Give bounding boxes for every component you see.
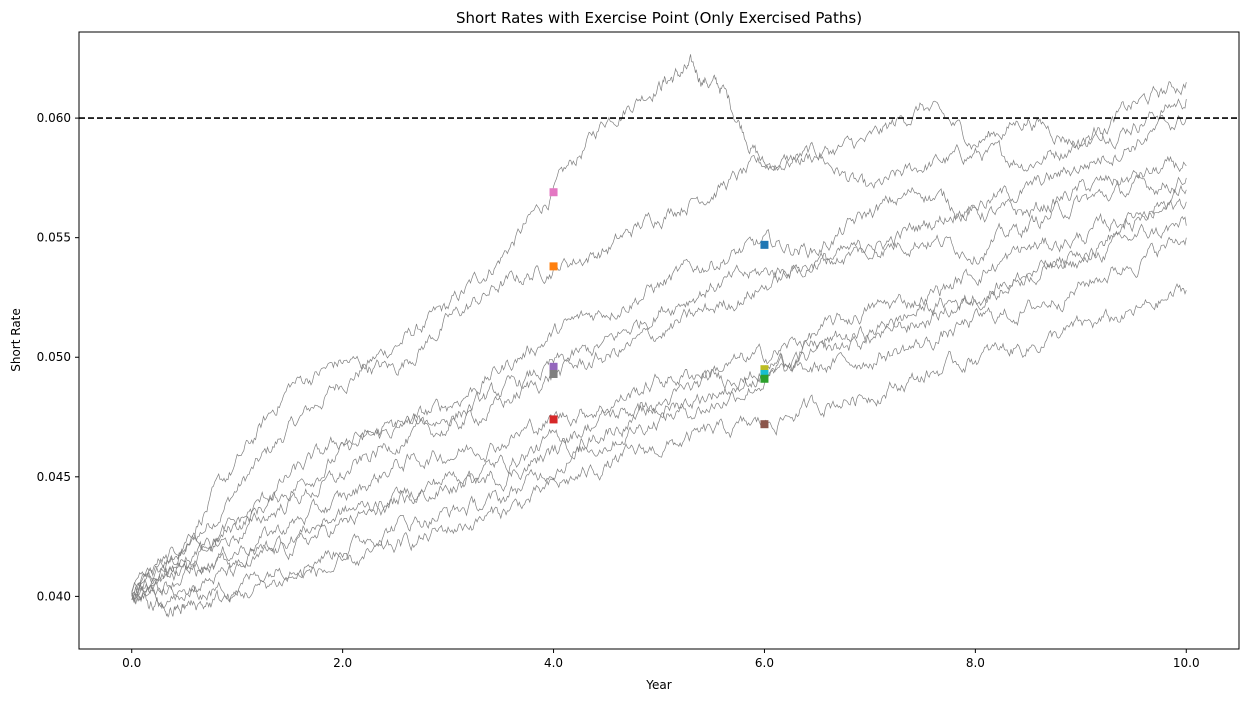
rate-path-5	[131, 174, 1187, 597]
x-axis: 0.0 2.0 4.0 6.0 8.0 10.0	[122, 649, 1200, 670]
exercise-marker-10	[760, 420, 769, 429]
y-tick-label: 0.055	[37, 231, 71, 245]
x-tick-label: 6.0	[755, 656, 774, 670]
rate-path-8	[131, 216, 1187, 603]
x-axis-title: Year	[645, 678, 671, 692]
x-tick-label: 2.0	[333, 656, 352, 670]
paths-layer	[131, 54, 1187, 618]
rate-path-10	[131, 283, 1187, 618]
exercise-marker-6	[549, 415, 558, 424]
y-tick-label: 0.050	[37, 350, 71, 364]
exercise-marker-1	[549, 188, 558, 197]
x-tick-label: 0.0	[122, 656, 141, 670]
rate-path-6	[131, 184, 1187, 603]
rate-path-9	[131, 236, 1187, 609]
y-axis-title: Short Rate	[9, 308, 23, 372]
rate-path-7	[131, 198, 1187, 600]
y-tick-label: 0.045	[37, 470, 71, 484]
rate-path-4	[131, 114, 1187, 594]
exercise-markers	[549, 188, 769, 429]
x-tick-label: 8.0	[966, 656, 985, 670]
exercise-marker-2	[549, 262, 558, 271]
exercise-marker-4	[549, 362, 558, 371]
exercise-marker-7	[760, 365, 769, 374]
exercise-marker-9	[760, 374, 769, 383]
plot-frame	[78, 31, 1240, 650]
plot-area	[79, 32, 1239, 649]
rate-path-2	[131, 81, 1187, 592]
x-tick-label: 10.0	[1173, 656, 1200, 670]
rate-path-3	[131, 155, 1187, 601]
chart-title: Short Rates with Exercise Point (Only Ex…	[456, 9, 862, 27]
x-tick-label: 4.0	[544, 656, 563, 670]
y-tick-label: 0.060	[37, 111, 71, 125]
y-tick-label: 0.040	[37, 589, 71, 603]
exercise-marker-3	[760, 240, 769, 249]
exercise-marker-5	[549, 369, 558, 378]
exercise-marker-8	[760, 369, 769, 378]
rate-path-1	[131, 54, 1187, 597]
y-axis: 0.040 0.045 0.050 0.055 0.060	[37, 111, 79, 603]
